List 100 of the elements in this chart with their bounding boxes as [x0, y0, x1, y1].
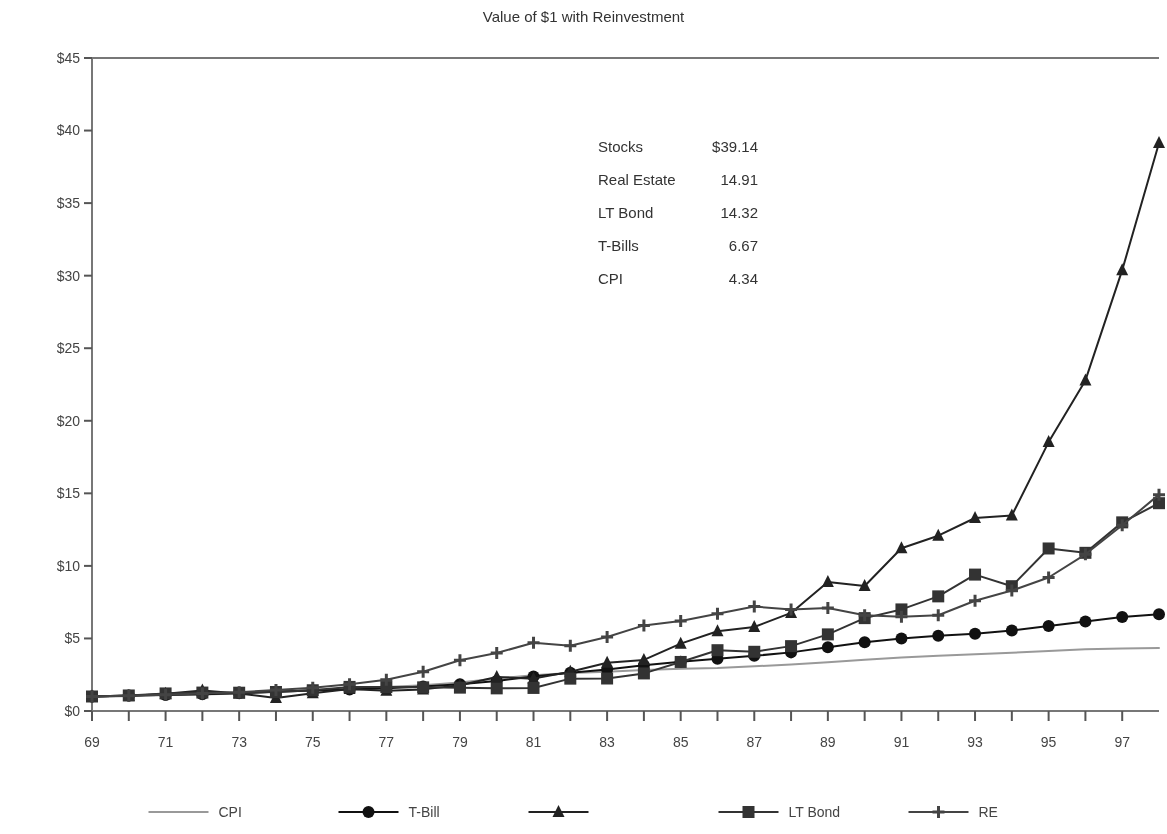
y-tick-label: $45	[56, 49, 81, 66]
point	[932, 528, 945, 541]
point	[930, 607, 946, 623]
annotation: CPI	[598, 270, 624, 287]
annotation: 4.34	[728, 270, 758, 287]
point	[1042, 620, 1055, 633]
point	[415, 664, 431, 680]
point	[1005, 508, 1018, 521]
point	[636, 617, 652, 633]
legend-label: RE	[978, 803, 998, 820]
point	[748, 619, 761, 632]
legend-label: LT Bond	[788, 803, 841, 820]
x-tick-label: 87	[746, 734, 763, 750]
x-tick-label: 89	[820, 734, 836, 750]
y-tick-label: $10	[56, 557, 81, 574]
point	[1041, 570, 1057, 585]
point	[895, 541, 908, 554]
x-tick-label: 85	[672, 734, 689, 750]
annotation: T-Bills	[598, 237, 639, 254]
point	[711, 624, 724, 637]
point	[562, 638, 578, 654]
x-tick-label: 69	[84, 734, 100, 750]
point	[601, 655, 614, 668]
point	[858, 579, 871, 592]
y-tick-label: $0	[64, 702, 81, 719]
x-tick-label: 71	[157, 734, 174, 750]
point	[1004, 583, 1020, 599]
x-tick-label: 79	[452, 734, 468, 750]
point	[637, 667, 650, 680]
point	[599, 629, 615, 645]
point	[1153, 136, 1165, 149]
legend-label: CPI	[218, 803, 242, 820]
annotation: Stocks	[598, 138, 644, 155]
y-tick-label: $35	[56, 195, 81, 212]
point	[969, 568, 982, 581]
annotation: Real Estate	[598, 171, 676, 188]
point	[674, 636, 687, 649]
point	[1042, 435, 1055, 448]
y-tick-label: $5	[64, 630, 81, 647]
point	[1151, 487, 1167, 503]
point	[820, 600, 836, 616]
point	[821, 641, 834, 654]
x-tick-label: 77	[378, 734, 395, 750]
point	[969, 511, 982, 523]
point	[637, 652, 650, 665]
point	[783, 601, 799, 617]
point	[489, 645, 505, 661]
x-tick-label: 73	[231, 734, 248, 750]
y-tick-label: $40	[56, 122, 81, 139]
point	[709, 606, 725, 622]
point	[893, 609, 909, 625]
point	[858, 636, 871, 649]
point	[1079, 373, 1092, 386]
annotation: LT Bond	[598, 204, 654, 221]
point	[1116, 610, 1129, 623]
point	[711, 644, 724, 657]
annotation: 6.67	[728, 237, 758, 254]
x-tick-label: 95	[1040, 734, 1057, 750]
x-tick-label: 91	[893, 734, 910, 750]
x-tick-label: 81	[525, 734, 542, 750]
y-tick-label: $30	[56, 267, 81, 284]
y-tick-label: $15	[56, 485, 81, 502]
point	[1042, 542, 1055, 555]
point	[526, 635, 542, 651]
point	[785, 640, 798, 653]
point	[748, 645, 761, 658]
point	[1114, 517, 1130, 533]
x-tick-label: 93	[967, 734, 984, 750]
y-tick-label: $20	[56, 412, 81, 429]
annotation: $39.14	[712, 138, 758, 155]
point	[969, 627, 982, 640]
point	[932, 629, 945, 642]
point	[1079, 615, 1092, 628]
point	[601, 672, 614, 685]
point	[527, 681, 540, 694]
point	[857, 607, 873, 623]
x-tick-label: 83	[599, 734, 616, 750]
point	[564, 672, 577, 685]
point	[746, 599, 762, 615]
x-tick-label: 75	[304, 734, 321, 750]
y-tick-label: $25	[56, 340, 81, 357]
chart-title: Value of $1 with Reinvestment	[482, 8, 686, 25]
point	[932, 590, 945, 603]
x-tick-label: 97	[1114, 734, 1131, 750]
point	[490, 670, 503, 683]
point	[490, 682, 503, 695]
point	[452, 652, 468, 668]
annotation: 14.32	[720, 204, 758, 221]
point	[821, 575, 834, 587]
point	[895, 603, 908, 616]
point	[821, 628, 834, 641]
point	[1153, 608, 1165, 621]
annotation: 14.91	[720, 171, 758, 188]
legend-label: T-Bill	[408, 803, 440, 820]
point	[673, 613, 689, 629]
point	[895, 632, 908, 645]
point	[1005, 624, 1018, 637]
point	[378, 672, 394, 688]
point	[967, 593, 983, 609]
point	[1116, 263, 1129, 276]
